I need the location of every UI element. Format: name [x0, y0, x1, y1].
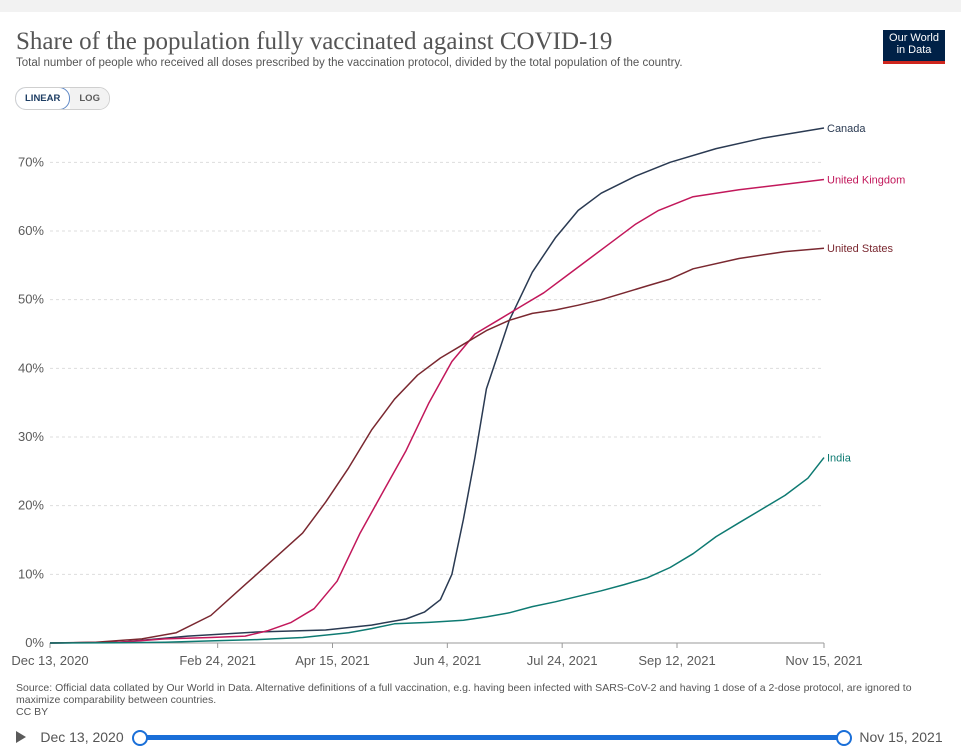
play-icon[interactable]: [16, 731, 26, 743]
chart-subtitle: Total number of people who received all …: [16, 57, 683, 69]
chart-title: Share of the population fully vaccinated…: [16, 28, 613, 55]
y-tick-label: 20%: [18, 498, 44, 513]
x-tick-label: Dec 13, 2020: [11, 653, 88, 668]
y-tick-label: 60%: [18, 223, 44, 238]
series-line-canada: [49, 127, 825, 644]
y-tick-label: 40%: [18, 360, 44, 375]
timeline-end-date[interactable]: Nov 15, 2021: [859, 729, 943, 745]
series-line-united-kingdom: [49, 178, 825, 644]
series-labels: Canada United Kingdom United States India: [827, 123, 905, 465]
timeline-end-handle[interactable]: [836, 730, 852, 746]
log-scale-button[interactable]: LOG: [70, 88, 109, 109]
series-line-united-states: [49, 247, 825, 644]
series-line-india: [49, 457, 825, 644]
owid-logo[interactable]: Our World in Data: [883, 30, 945, 64]
x-tick-label: Nov 15, 2021: [785, 653, 862, 668]
scale-toggle: LINEAR LOG: [15, 87, 110, 110]
logo-line-1: Our World: [889, 32, 939, 44]
linear-scale-button[interactable]: LINEAR: [15, 88, 71, 109]
logo-line-2: in Data: [896, 44, 932, 56]
y-tick-label: 0%: [25, 635, 44, 650]
series-label-united-states: United States: [827, 243, 894, 255]
timeline-start-handle[interactable]: [132, 730, 148, 746]
x-tick-label: Jul 24, 2021: [527, 653, 598, 668]
source-note: Source: Official data collated by Our Wo…: [16, 682, 936, 718]
x-tick-label: Jun 4, 2021: [413, 653, 481, 668]
line-chart: 0% 10% 20% 30% 40% 50% 60% 70% Dec 13, 2020 Feb …: [11, 123, 905, 668]
series-label-canada: Canada: [827, 123, 866, 135]
timeline-track[interactable]: [138, 735, 842, 740]
y-tick-label: 30%: [18, 429, 44, 444]
y-tick-label: 10%: [18, 566, 44, 581]
x-tick-label: Sep 12, 2021: [638, 653, 715, 668]
chart-card: [0, 12, 961, 750]
timeline-start-date[interactable]: Dec 13, 2020: [40, 729, 124, 745]
timeline: Dec 13, 2020 Nov 15, 2021: [0, 724, 961, 750]
y-tick-label: 50%: [18, 292, 44, 307]
page-top-strip: [0, 0, 961, 12]
grid-layer: [50, 161, 824, 644]
source-text: Source: Official data collated by Our Wo…: [16, 682, 912, 706]
series-label-united-kingdom: United Kingdom: [827, 175, 905, 187]
y-axis: 0% 10% 20% 30% 40% 50% 60% 70%: [18, 154, 44, 650]
x-axis: Dec 13, 2020 Feb 24, 2021 Apr 15, 2021 Jun …: [11, 643, 863, 668]
y-tick-label: 70%: [18, 154, 44, 169]
series-layer: [49, 127, 825, 644]
x-tick-label: Feb 24, 2021: [179, 653, 256, 668]
series-label-india: India: [827, 453, 852, 465]
x-tick-label: Apr 15, 2021: [295, 653, 369, 668]
license-text[interactable]: CC BY: [16, 706, 49, 718]
